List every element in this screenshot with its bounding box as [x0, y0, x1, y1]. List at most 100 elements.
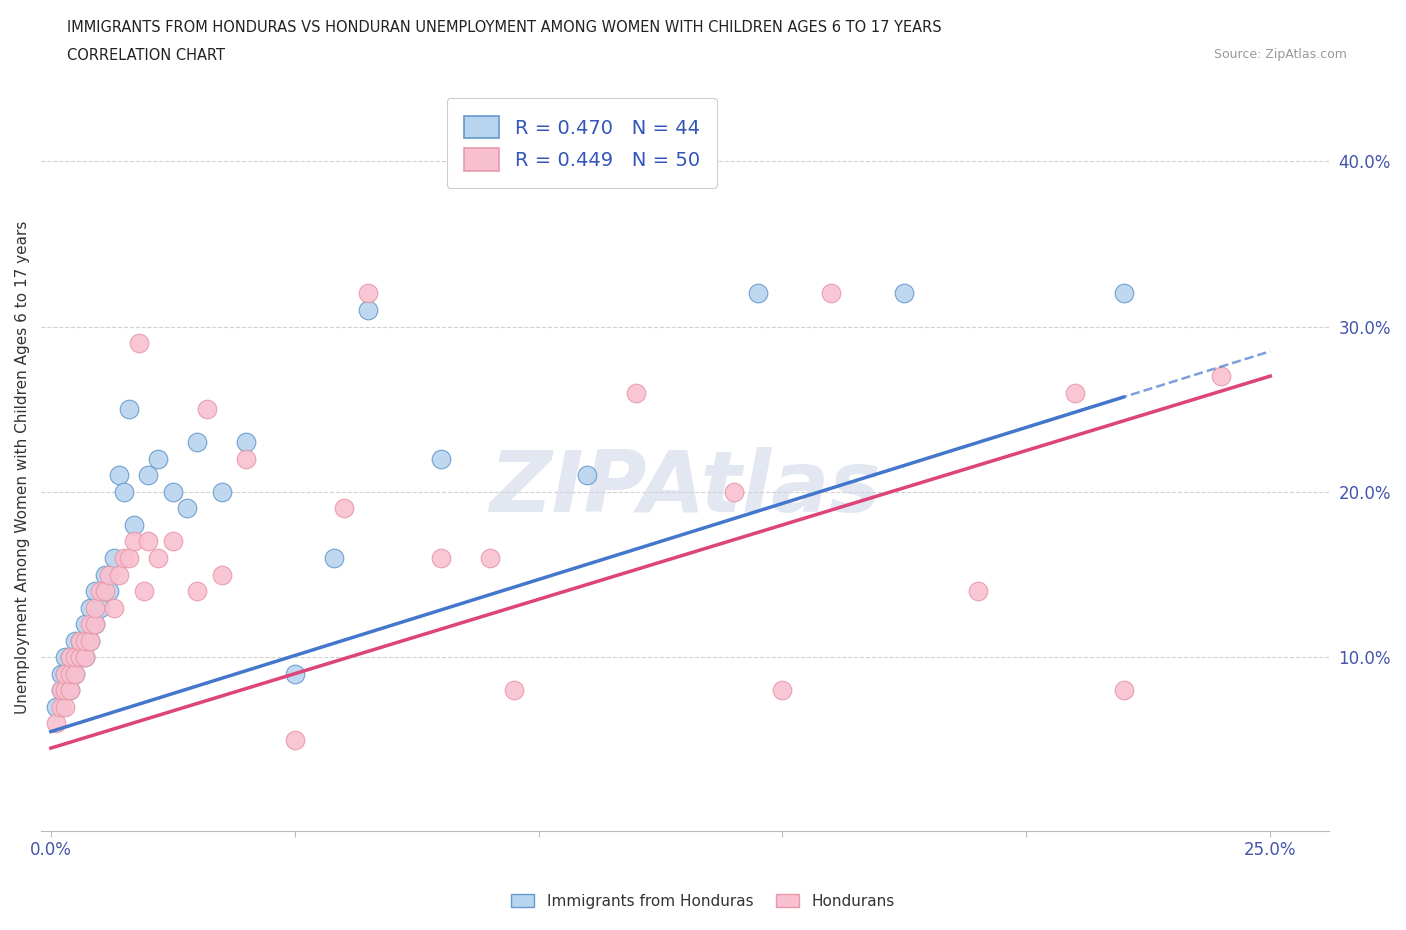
Point: [430, 551, 453, 565]
Point: [45, 716, 67, 731]
Point: [284, 733, 307, 748]
Point: [65, 633, 87, 648]
Point: [59, 683, 82, 698]
Point: [98, 584, 121, 599]
Point: [69, 650, 91, 665]
Point: [69, 633, 91, 648]
Legend: R = 0.470   N = 44, R = 0.449   N = 50: R = 0.470 N = 44, R = 0.449 N = 50: [447, 99, 717, 188]
Point: [357, 302, 380, 317]
Point: [235, 451, 257, 466]
Point: [162, 534, 184, 549]
Point: [138, 534, 160, 549]
Y-axis label: Unemployment Among Women with Children Ages 6 to 17 years: Unemployment Among Women with Children A…: [15, 220, 30, 713]
Point: [723, 485, 745, 499]
Point: [118, 402, 141, 417]
Point: [55, 699, 77, 714]
Point: [211, 485, 233, 499]
Point: [108, 468, 131, 483]
Point: [79, 600, 101, 615]
Point: [122, 534, 145, 549]
Point: [357, 286, 380, 301]
Point: [73, 650, 96, 665]
Point: [108, 567, 131, 582]
Point: [73, 650, 96, 665]
Point: [45, 699, 67, 714]
Point: [73, 633, 96, 648]
Text: IMMIGRANTS FROM HONDURAS VS HONDURAN UNEMPLOYMENT AMONG WOMEN WITH CHILDREN AGES: IMMIGRANTS FROM HONDURAS VS HONDURAN UNE…: [67, 20, 942, 35]
Point: [747, 286, 769, 301]
Point: [235, 435, 257, 450]
Point: [195, 402, 218, 417]
Point: [59, 650, 82, 665]
Point: [79, 617, 101, 631]
Point: [93, 584, 115, 599]
Legend: Immigrants from Honduras, Hondurans: Immigrants from Honduras, Hondurans: [505, 887, 901, 915]
Point: [478, 551, 501, 565]
Point: [49, 683, 72, 698]
Point: [966, 584, 988, 599]
Point: [103, 600, 125, 615]
Point: [186, 435, 208, 450]
Point: [146, 451, 169, 466]
Point: [332, 501, 354, 516]
Point: [83, 584, 105, 599]
Point: [89, 584, 111, 599]
Point: [176, 501, 198, 516]
Point: [322, 551, 344, 565]
Point: [211, 567, 233, 582]
Point: [49, 683, 72, 698]
Point: [79, 633, 101, 648]
Point: [65, 666, 87, 681]
Point: [162, 485, 184, 499]
Point: [772, 683, 794, 698]
Point: [93, 567, 115, 582]
Text: Source: ZipAtlas.com: Source: ZipAtlas.com: [1213, 48, 1347, 61]
Point: [59, 650, 82, 665]
Point: [83, 600, 105, 615]
Point: [49, 699, 72, 714]
Point: [73, 617, 96, 631]
Point: [55, 666, 77, 681]
Point: [118, 551, 141, 565]
Point: [122, 517, 145, 532]
Point: [103, 551, 125, 565]
Text: ZIPAtlas: ZIPAtlas: [489, 447, 880, 530]
Point: [893, 286, 915, 301]
Point: [59, 666, 82, 681]
Point: [73, 633, 96, 648]
Point: [186, 584, 208, 599]
Point: [55, 683, 77, 698]
Point: [112, 551, 135, 565]
Point: [55, 683, 77, 698]
Point: [624, 385, 647, 400]
Point: [89, 600, 111, 615]
Point: [59, 683, 82, 698]
Point: [1064, 385, 1087, 400]
Point: [112, 485, 135, 499]
Point: [65, 650, 87, 665]
Point: [1211, 368, 1233, 383]
Point: [430, 451, 453, 466]
Point: [65, 666, 87, 681]
Point: [83, 617, 105, 631]
Point: [55, 666, 77, 681]
Point: [79, 633, 101, 648]
Point: [69, 633, 91, 648]
Point: [55, 650, 77, 665]
Point: [49, 666, 72, 681]
Point: [820, 286, 842, 301]
Point: [132, 584, 155, 599]
Point: [59, 666, 82, 681]
Point: [146, 551, 169, 565]
Point: [576, 468, 599, 483]
Point: [65, 650, 87, 665]
Point: [69, 650, 91, 665]
Point: [138, 468, 160, 483]
Point: [1112, 286, 1135, 301]
Point: [503, 683, 526, 698]
Point: [284, 666, 307, 681]
Text: CORRELATION CHART: CORRELATION CHART: [67, 48, 225, 63]
Point: [128, 336, 150, 351]
Point: [98, 567, 121, 582]
Point: [83, 617, 105, 631]
